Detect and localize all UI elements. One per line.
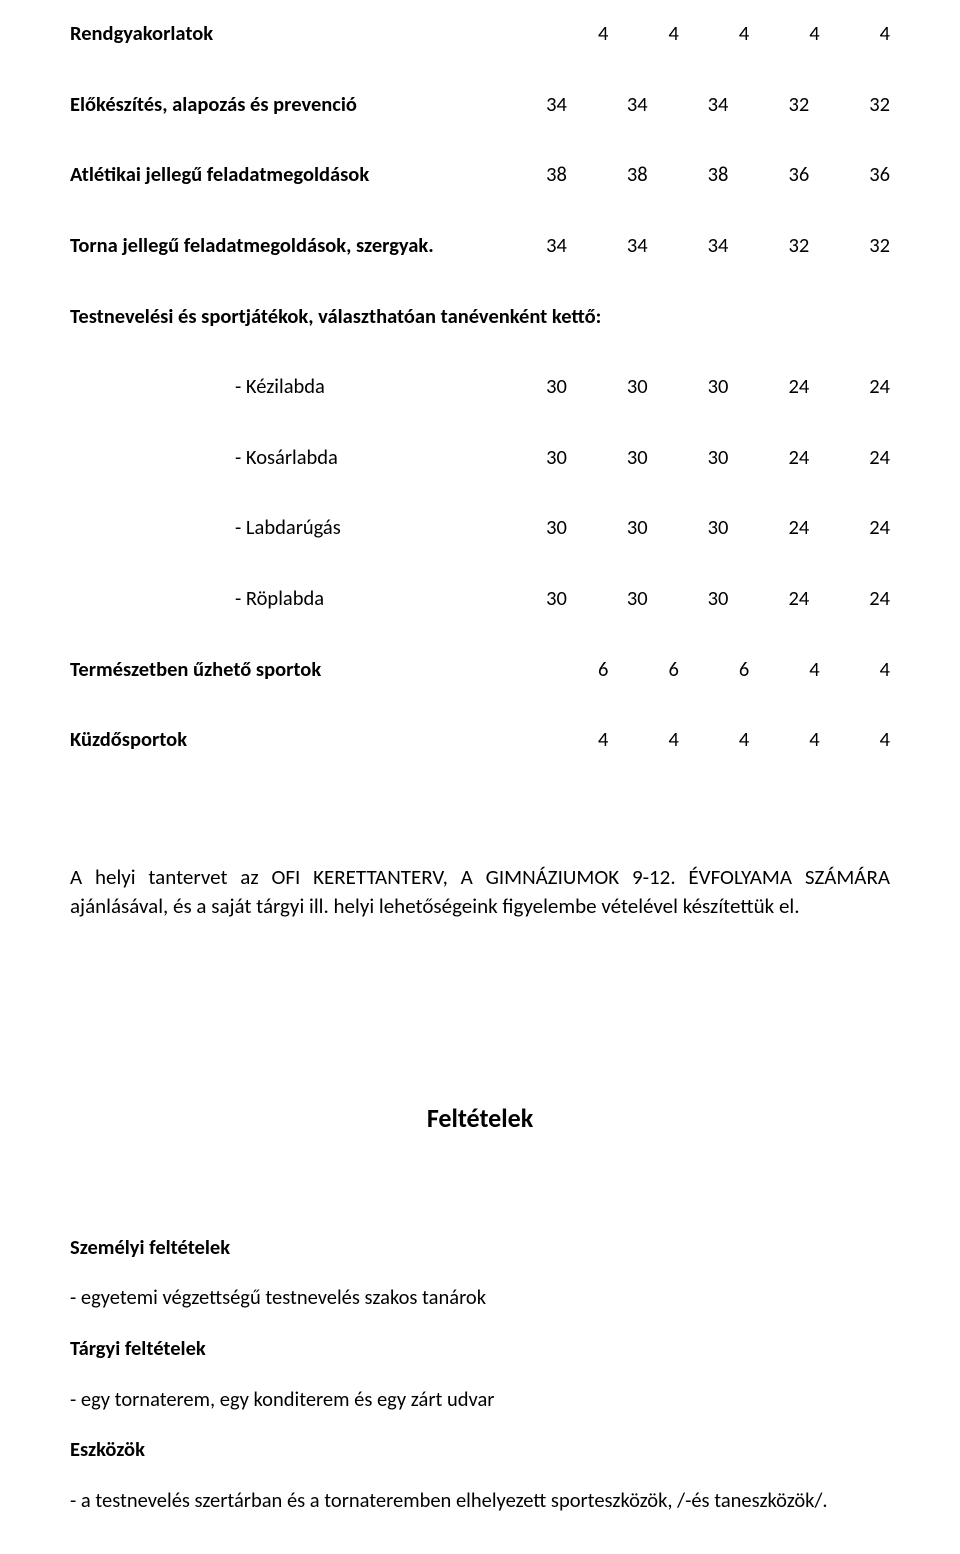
cell: 4 xyxy=(668,726,678,753)
table-row: - Kézilabda 30 30 30 24 24 xyxy=(70,373,890,400)
table-row: Előkészítés, alapozás és prevenció 34 34… xyxy=(70,91,890,118)
cell: 30 xyxy=(546,514,567,541)
cell: 36 xyxy=(869,161,890,188)
cell: 38 xyxy=(708,161,729,188)
subhead-text: Testnevelési és sportjátékok, választhat… xyxy=(70,303,601,330)
row-label: - Kosárlabda xyxy=(235,444,338,471)
cell: 30 xyxy=(708,514,729,541)
cell: 4 xyxy=(739,20,749,47)
cell: 4 xyxy=(880,726,890,753)
cell: 30 xyxy=(708,444,729,471)
cell: 4 xyxy=(809,726,819,753)
row-label: Természetben űzhető sportok xyxy=(70,656,321,683)
row-label: - Röplabda xyxy=(235,585,324,612)
table-row: Torna jellegű feladatmegoldások, szergya… xyxy=(70,232,890,259)
cell: 30 xyxy=(627,444,648,471)
material-conditions-item: - egy tornaterem, egy konditerem és egy … xyxy=(70,1386,890,1413)
cell: 32 xyxy=(788,91,809,118)
table-row: - Kosárlabda 30 30 30 24 24 xyxy=(70,444,890,471)
cell: 4 xyxy=(809,656,819,683)
row-label: - Kézilabda xyxy=(235,373,325,400)
row-label: - Labdarúgás xyxy=(235,514,341,541)
cell: 30 xyxy=(627,514,648,541)
cell: 30 xyxy=(546,444,567,471)
cell: 34 xyxy=(546,232,567,259)
cell: 4 xyxy=(880,656,890,683)
subhead: Testnevelési és sportjátékok, választhat… xyxy=(70,303,890,330)
table-row: Rendgyakorlatok 4 4 4 4 4 xyxy=(70,20,890,47)
cell: 30 xyxy=(546,585,567,612)
cell: 34 xyxy=(627,232,648,259)
cell: 30 xyxy=(546,373,567,400)
cell: 4 xyxy=(739,726,749,753)
table-row: - Labdarúgás 30 30 30 24 24 xyxy=(70,514,890,541)
cell: 4 xyxy=(598,726,608,753)
cell: 24 xyxy=(788,514,809,541)
cell: 34 xyxy=(708,232,729,259)
cell: 34 xyxy=(627,91,648,118)
cell: 24 xyxy=(869,585,890,612)
cell: 32 xyxy=(869,91,890,118)
row-label: Előkészítés, alapozás és prevenció xyxy=(70,91,357,118)
row-label: Atlétikai jellegű feladatmegoldások xyxy=(70,161,369,188)
cell: 24 xyxy=(788,444,809,471)
tools-item: - a testnevelés szertárban és a tornater… xyxy=(70,1487,890,1514)
table-row: Atlétikai jellegű feladatmegoldások 38 3… xyxy=(70,161,890,188)
cell: 32 xyxy=(869,232,890,259)
cell: 38 xyxy=(627,161,648,188)
paragraph: A helyi tantervet az OFI KERETTANTERV, A… xyxy=(70,863,890,922)
cell: 6 xyxy=(739,656,749,683)
table-row: Küzdősportok 4 4 4 4 4 xyxy=(70,726,890,753)
table-row: Természetben űzhető sportok 6 6 6 4 4 xyxy=(70,656,890,683)
cell: 24 xyxy=(869,373,890,400)
cell: 4 xyxy=(880,20,890,47)
row-label: Küzdősportok xyxy=(70,726,187,753)
cell: 30 xyxy=(708,373,729,400)
cell: 4 xyxy=(809,20,819,47)
personal-conditions-title: Személyi feltételek xyxy=(70,1234,890,1261)
row-label: Rendgyakorlatok xyxy=(70,20,213,47)
heading-conditions: Feltételek xyxy=(70,1102,890,1134)
cell: 24 xyxy=(788,373,809,400)
cell: 24 xyxy=(869,444,890,471)
material-conditions-title: Tárgyi feltételek xyxy=(70,1335,890,1362)
cell: 24 xyxy=(869,514,890,541)
cell: 36 xyxy=(788,161,809,188)
cell: 24 xyxy=(788,585,809,612)
tools-title: Eszközök xyxy=(70,1436,890,1463)
cell: 6 xyxy=(668,656,678,683)
cell: 30 xyxy=(708,585,729,612)
cell: 34 xyxy=(708,91,729,118)
cell: 4 xyxy=(668,20,678,47)
cell: 30 xyxy=(627,585,648,612)
personal-conditions-item: - egyetemi végzettségű testnevelés szako… xyxy=(70,1284,890,1311)
cell: 30 xyxy=(627,373,648,400)
cell: 38 xyxy=(546,161,567,188)
table-row: - Röplabda 30 30 30 24 24 xyxy=(70,585,890,612)
cell: 34 xyxy=(546,91,567,118)
cell: 6 xyxy=(598,656,608,683)
cell: 32 xyxy=(788,232,809,259)
cell: 4 xyxy=(598,20,608,47)
row-label: Torna jellegű feladatmegoldások, szergya… xyxy=(70,232,434,259)
